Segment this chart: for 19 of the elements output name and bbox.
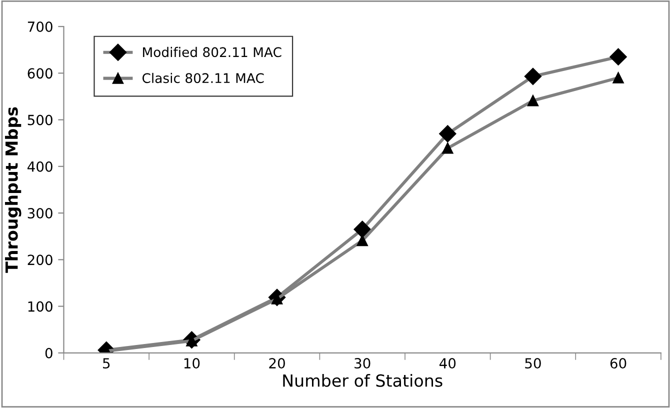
x-tick-label: 10 — [184, 358, 200, 369]
y-tick-label: 200 — [28, 254, 52, 266]
y-axis-title: Throughput Mbps — [5, 107, 22, 273]
x-tick-label: 30 — [354, 358, 370, 369]
x-tick-label: 20 — [269, 358, 285, 369]
y-tick-label: 600 — [28, 68, 52, 79]
x-tick-label: 60 — [610, 358, 626, 369]
y-tick-label: 100 — [28, 301, 52, 312]
x-axis-title: Number of Stations — [283, 374, 442, 387]
y-tick-label: 500 — [28, 114, 52, 126]
y-tick-label: 700 — [28, 21, 52, 32]
x-tick-label: 40 — [439, 358, 456, 369]
y-tick-label: 400 — [27, 161, 52, 172]
y-tick-label: 0 — [45, 348, 52, 358]
y-tick-label: 300 — [28, 208, 52, 219]
legend-label: Clasic 802.11 MAC — [142, 72, 264, 84]
x-tick-label: 50 — [525, 358, 541, 369]
x-tick-label: 5 — [103, 358, 110, 369]
legend-label: Modified 802.11 MAC — [143, 46, 282, 58]
